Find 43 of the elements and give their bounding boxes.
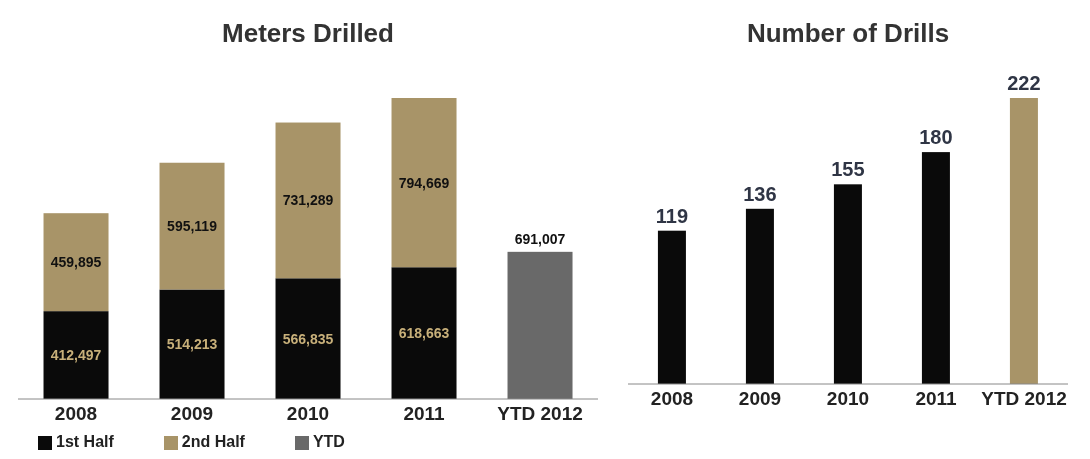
bar: [391, 267, 457, 399]
legend-label: 1st Half: [56, 433, 114, 450]
data-label: 794,669: [398, 174, 450, 191]
data-label: 618,663: [398, 325, 450, 342]
data-label: 514,213: [166, 336, 218, 353]
data-label: 691,007: [514, 230, 566, 247]
legend-label: YTD: [312, 433, 345, 450]
bar: [745, 208, 774, 384]
x-tick-label: YTD 2012: [981, 388, 1067, 410]
x-tick-label: 2011: [403, 403, 446, 425]
data-label: 136: [743, 182, 777, 205]
chart-title: Meters Drilled: [221, 17, 395, 50]
bar: [833, 184, 862, 384]
legend-label: 2nd Half: [181, 433, 245, 450]
bar: [1009, 98, 1038, 384]
bar: [43, 213, 109, 312]
data-label: 595,119: [167, 218, 218, 235]
bar: [43, 311, 109, 399]
x-tick-label: 2008: [54, 403, 98, 425]
data-label: 180: [919, 126, 953, 149]
x-tick-label: 2011: [915, 388, 958, 410]
x-tick-label: 2010: [826, 388, 870, 410]
data-label: 155: [831, 158, 865, 181]
bar: [159, 289, 225, 399]
data-label: 731,289: [282, 192, 334, 209]
data-label: 119: [655, 204, 689, 227]
data-label: 459,895: [50, 254, 102, 271]
bar: [657, 230, 686, 384]
bar: [391, 98, 457, 268]
chart-title: Number of Drills: [745, 17, 951, 50]
bar: [275, 278, 341, 399]
x-tick-label: 2010: [286, 403, 330, 425]
data-label: 412,497: [50, 347, 102, 364]
bar: [159, 162, 225, 290]
bar: [921, 152, 950, 384]
bar: [275, 122, 341, 279]
x-tick-label: 2009: [170, 403, 214, 425]
x-tick-label: YTD 2012: [497, 403, 583, 425]
data-label: 566,835: [282, 330, 334, 347]
x-tick-label: 2008: [650, 388, 694, 410]
x-tick-label: 2009: [738, 388, 782, 410]
data-label: 222: [1007, 72, 1041, 94]
bar: [507, 251, 573, 399]
